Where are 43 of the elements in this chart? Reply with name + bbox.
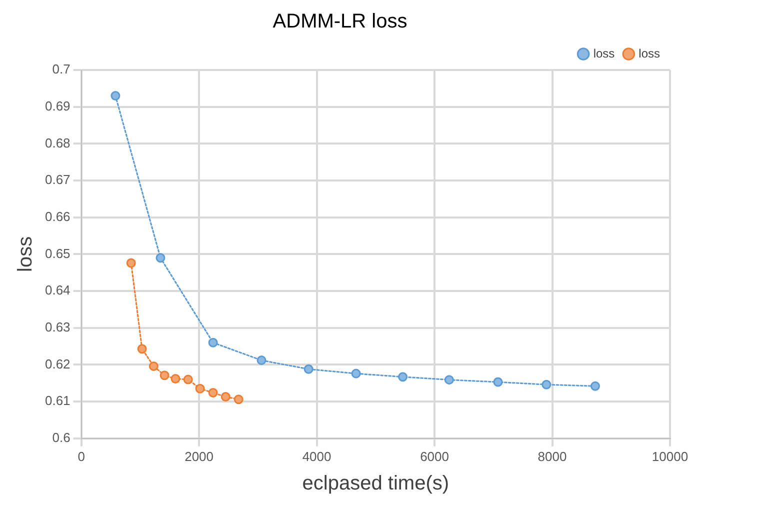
point <box>220 392 230 402</box>
y-tick-label: 0.63 <box>44 319 70 334</box>
point <box>234 394 244 404</box>
x-axis-title: eclpased time(s) <box>302 472 450 495</box>
y-tick-label: 0.61 <box>44 393 70 408</box>
y-tick-label: 0.68 <box>44 135 70 150</box>
point <box>493 377 503 387</box>
legend-label: loss <box>638 46 660 60</box>
y-tick-label: 0.66 <box>44 208 70 224</box>
point <box>304 364 314 374</box>
legend-label: loss <box>593 46 615 60</box>
point <box>208 338 218 348</box>
point <box>183 374 193 384</box>
point <box>148 361 158 371</box>
y-tick-label: 0.64 <box>44 282 70 298</box>
y-tick-label: 0.65 <box>44 246 70 261</box>
point <box>208 388 218 398</box>
y-tick-label: 0.7 <box>52 62 70 77</box>
x-tick-label: 10000 <box>652 448 688 464</box>
x-tick-label: 4000 <box>302 448 332 464</box>
chart-title: ADMM-LR loss <box>272 10 408 33</box>
point <box>398 372 408 382</box>
x-tick-label: 6000 <box>420 448 449 464</box>
point <box>110 91 120 101</box>
point <box>160 370 170 380</box>
point <box>590 381 600 391</box>
point <box>351 368 361 378</box>
y-tick-label: 0.67 <box>44 172 70 188</box>
y-axis-title: loss <box>14 236 37 272</box>
x-tick-label: 8000 <box>538 448 567 464</box>
x-tick-label: 0 <box>78 448 85 464</box>
point <box>256 356 266 366</box>
point <box>126 258 136 268</box>
x-tick-label: 2000 <box>184 448 214 464</box>
y-tick-label: 0.69 <box>44 98 70 114</box>
point <box>444 375 454 385</box>
y-tick-label: 0.62 <box>44 356 70 372</box>
point <box>542 380 552 390</box>
point <box>170 374 180 384</box>
y-tick-label: 0.6 <box>52 430 70 445</box>
point <box>156 253 166 263</box>
point <box>195 384 205 394</box>
point <box>137 344 147 354</box>
